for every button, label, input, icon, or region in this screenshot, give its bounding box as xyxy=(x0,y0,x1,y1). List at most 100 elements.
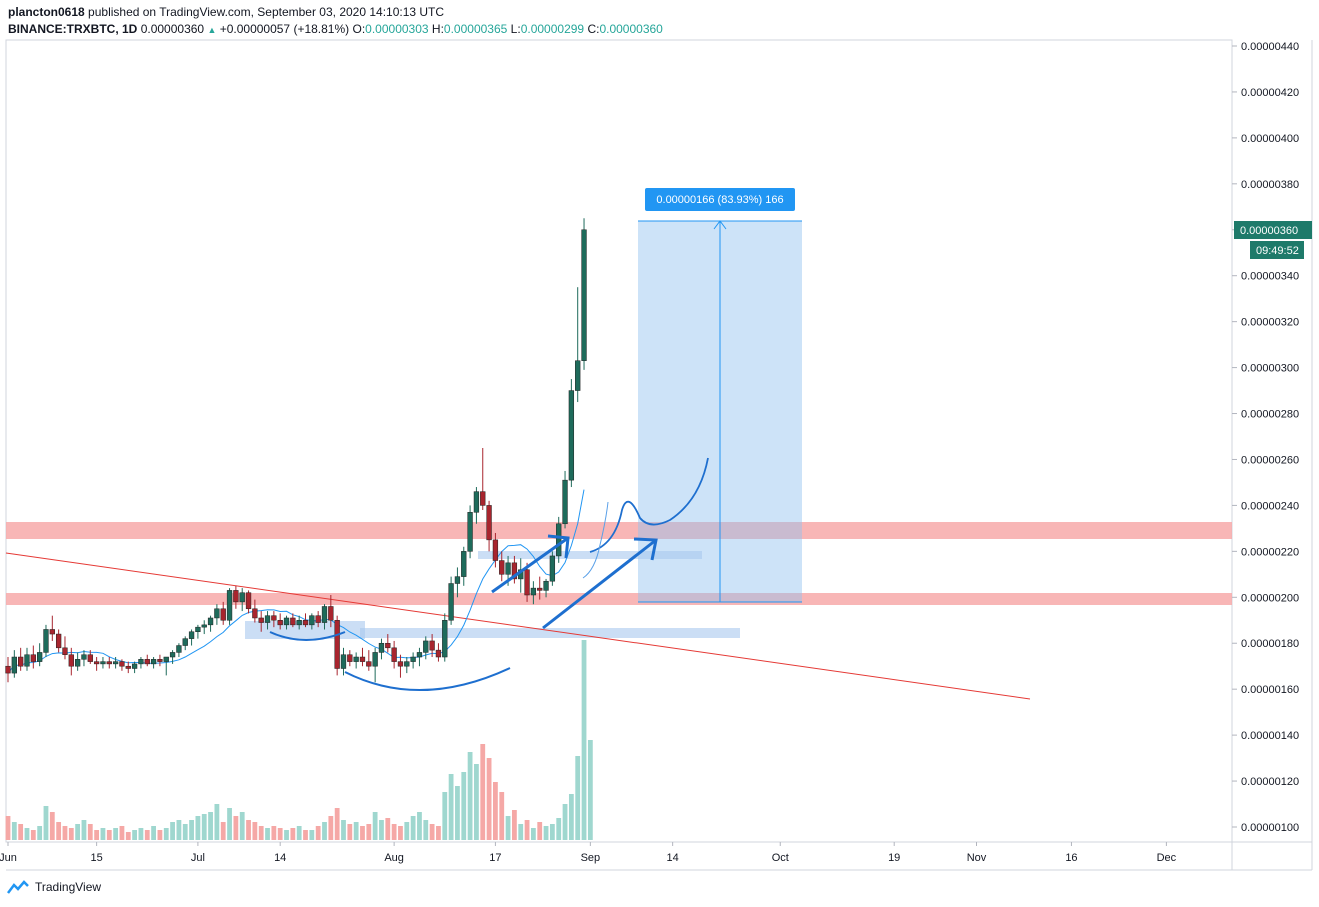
candle[interactable] xyxy=(410,652,416,669)
candle[interactable] xyxy=(220,601,226,625)
candle[interactable] xyxy=(518,558,524,593)
candle[interactable] xyxy=(321,604,328,630)
candle[interactable] xyxy=(68,647,74,676)
candle[interactable] xyxy=(271,611,277,628)
descending-trendline[interactable] xyxy=(5,552,1031,700)
accumulation-box-2[interactable] xyxy=(360,628,740,638)
candle[interactable] xyxy=(511,555,518,584)
candle[interactable] xyxy=(62,636,68,660)
candle[interactable] xyxy=(372,647,378,683)
candle[interactable] xyxy=(30,645,36,669)
candle[interactable] xyxy=(74,652,81,671)
candle[interactable] xyxy=(93,657,100,671)
candle[interactable] xyxy=(43,624,49,658)
candle[interactable] xyxy=(264,611,271,630)
candle[interactable] xyxy=(277,613,283,630)
candle[interactable] xyxy=(328,594,334,628)
candle[interactable] xyxy=(182,636,188,651)
candle[interactable] xyxy=(537,576,543,600)
candle[interactable] xyxy=(473,487,480,524)
candle[interactable] xyxy=(296,615,302,630)
candle[interactable] xyxy=(245,590,252,614)
candle[interactable] xyxy=(359,647,366,667)
candle[interactable] xyxy=(435,643,442,662)
candle[interactable] xyxy=(112,657,119,669)
candle[interactable] xyxy=(562,470,568,529)
candle[interactable] xyxy=(176,643,182,658)
candle[interactable] xyxy=(315,611,321,628)
candle[interactable] xyxy=(543,578,549,598)
candle[interactable] xyxy=(581,218,587,370)
candle[interactable] xyxy=(11,650,17,678)
candle[interactable] xyxy=(391,640,397,669)
candle[interactable] xyxy=(347,650,353,667)
candle[interactable] xyxy=(524,562,530,602)
resistance-zone[interactable] xyxy=(6,522,1232,539)
candle[interactable] xyxy=(195,624,201,639)
candle[interactable] xyxy=(49,615,55,641)
candle[interactable] xyxy=(201,620,207,635)
candle[interactable] xyxy=(131,661,138,674)
candle[interactable] xyxy=(492,532,499,568)
candle[interactable] xyxy=(24,647,30,671)
candle[interactable] xyxy=(467,505,473,559)
candle[interactable] xyxy=(226,588,233,625)
candle[interactable] xyxy=(239,588,245,612)
candle[interactable] xyxy=(309,613,315,630)
candle[interactable] xyxy=(353,652,359,669)
candle[interactable] xyxy=(568,379,575,488)
candle[interactable] xyxy=(340,647,347,676)
candle[interactable] xyxy=(575,287,581,403)
candle[interactable] xyxy=(252,599,258,623)
candle[interactable] xyxy=(81,650,87,667)
candle[interactable] xyxy=(163,656,169,676)
candle[interactable] xyxy=(385,634,391,653)
candle[interactable] xyxy=(106,657,112,669)
tradingview-brand[interactable]: TradingView xyxy=(35,880,102,894)
candle[interactable] xyxy=(55,629,62,653)
candle[interactable] xyxy=(454,567,461,598)
candle[interactable] xyxy=(157,654,163,667)
candle[interactable] xyxy=(429,634,435,658)
candle[interactable] xyxy=(144,654,150,667)
candle[interactable] xyxy=(556,516,562,563)
candle[interactable] xyxy=(442,613,448,662)
candle[interactable] xyxy=(366,650,372,671)
candle[interactable] xyxy=(100,657,106,669)
candle[interactable] xyxy=(480,447,486,511)
candle[interactable] xyxy=(423,636,429,660)
support-zone[interactable] xyxy=(6,593,1232,605)
retest-box[interactable] xyxy=(478,551,702,559)
candle[interactable] xyxy=(549,551,556,586)
candle[interactable] xyxy=(188,629,195,646)
candle[interactable] xyxy=(334,615,340,676)
candle[interactable] xyxy=(486,500,492,552)
candle[interactable] xyxy=(125,661,131,674)
candle[interactable] xyxy=(214,604,220,625)
candle[interactable] xyxy=(87,650,93,664)
candle[interactable] xyxy=(530,581,537,605)
candle[interactable] xyxy=(378,638,385,660)
candle[interactable] xyxy=(499,551,505,582)
candle[interactable] xyxy=(138,657,144,669)
candle[interactable] xyxy=(283,615,290,630)
candle[interactable] xyxy=(18,647,24,671)
price-axis[interactable]: 0.00000440 0.00000420 0.00000400 0.00000380… xyxy=(1232,41,1299,834)
candle[interactable] xyxy=(5,657,11,683)
candle[interactable] xyxy=(258,611,264,632)
candle[interactable] xyxy=(448,576,454,625)
candle[interactable] xyxy=(302,613,309,628)
candle[interactable] xyxy=(416,647,423,667)
candle[interactable] xyxy=(397,654,404,678)
tradingview-logo-icon[interactable] xyxy=(6,879,30,895)
candle[interactable] xyxy=(404,657,410,674)
candle[interactable] xyxy=(207,615,214,632)
candle[interactable] xyxy=(169,650,176,664)
candle[interactable] xyxy=(150,657,157,669)
candle[interactable] xyxy=(290,613,296,628)
publisher-name[interactable]: plancton0618 xyxy=(8,5,85,19)
candle[interactable] xyxy=(119,659,125,671)
candle[interactable] xyxy=(233,585,239,609)
symbol-label[interactable]: BINANCE:TRXBTC, 1D xyxy=(8,22,138,36)
